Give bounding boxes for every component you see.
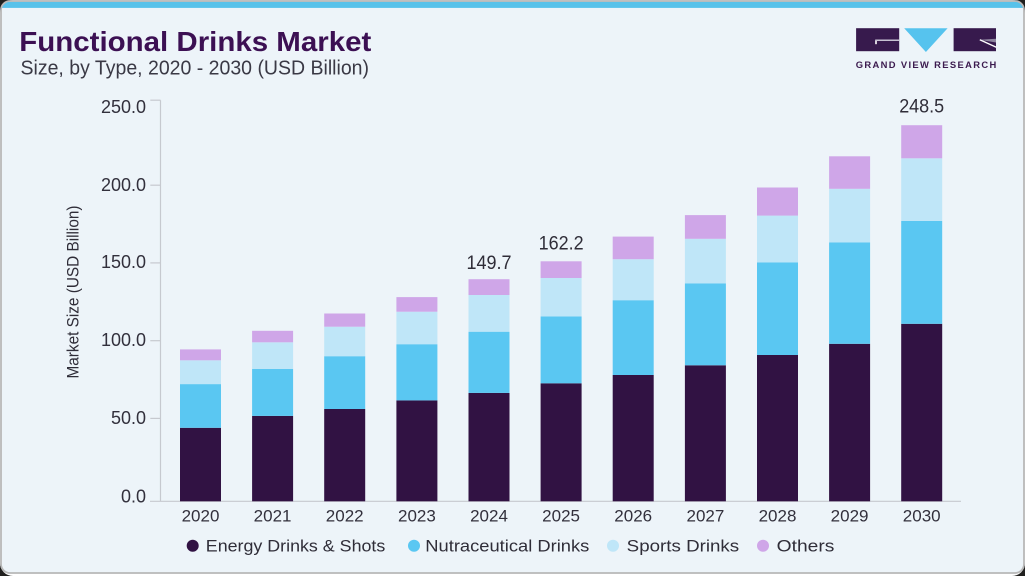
svg-text:162.2: 162.2 <box>539 232 584 254</box>
svg-text:Nutraceutical Drinks: Nutraceutical Drinks <box>425 537 589 556</box>
svg-text:Sports Drinks: Sports Drinks <box>627 537 740 556</box>
svg-text:150.0: 150.0 <box>101 252 146 272</box>
svg-text:2023: 2023 <box>398 507 436 526</box>
svg-text:248.5: 248.5 <box>899 95 944 117</box>
svg-text:2025: 2025 <box>542 507 580 526</box>
svg-text:0.0: 0.0 <box>121 486 146 506</box>
svg-text:200.0: 200.0 <box>101 175 146 195</box>
svg-text:GRAND VIEW RESEARCH: GRAND VIEW RESEARCH <box>856 59 997 70</box>
svg-text:2027: 2027 <box>686 507 724 526</box>
svg-text:149.7: 149.7 <box>467 252 512 274</box>
svg-text:100.0: 100.0 <box>101 330 146 350</box>
svg-text:Others: Others <box>777 537 835 556</box>
svg-text:Energy Drinks & Shots: Energy Drinks & Shots <box>206 537 385 556</box>
svg-text:2028: 2028 <box>759 507 797 526</box>
svg-text:50.0: 50.0 <box>111 408 146 428</box>
svg-text:2029: 2029 <box>831 507 869 526</box>
svg-text:Market Size (USD Billion): Market Size (USD Billion) <box>64 206 83 379</box>
svg-text:2021: 2021 <box>254 507 292 526</box>
svg-text:2024: 2024 <box>470 507 508 526</box>
svg-text:2022: 2022 <box>326 507 364 526</box>
svg-text:Size, by Type, 2020 - 2030 (US: Size, by Type, 2020 - 2030 (USD Billion) <box>21 58 370 80</box>
svg-text:250.0: 250.0 <box>101 97 146 117</box>
svg-text:Functional Drinks Market: Functional Drinks Market <box>19 26 371 57</box>
svg-text:2026: 2026 <box>614 507 652 526</box>
svg-text:2020: 2020 <box>182 507 220 526</box>
svg-text:2030: 2030 <box>903 507 941 526</box>
